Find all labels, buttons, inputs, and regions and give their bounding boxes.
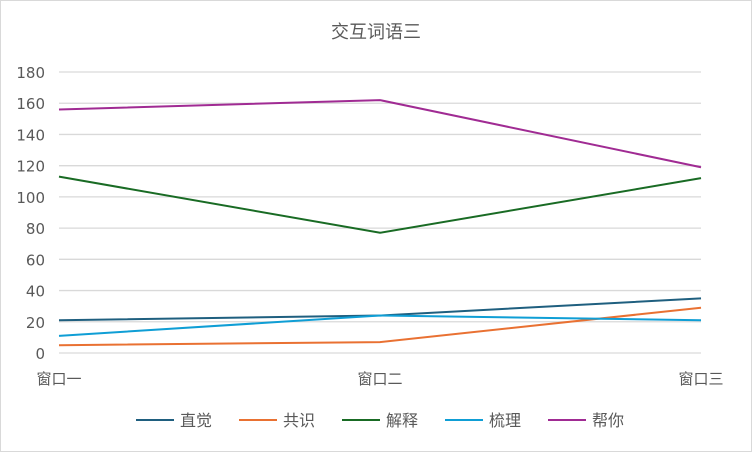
series-line-1 [59,308,701,345]
y-tick-label: 40 [26,283,45,301]
legend-label: 梳理 [489,411,521,430]
legend-label: 直觉 [180,411,212,430]
series-line-0 [59,298,701,320]
y-tick-label: 0 [35,345,45,363]
legend-label: 共识 [283,411,315,430]
y-tick-label: 80 [26,220,45,238]
series-line-4 [59,100,701,167]
x-tick-label: 窗口三 [678,370,723,388]
legend-label: 帮你 [592,411,624,430]
y-tick-label: 180 [16,64,45,82]
y-tick-label: 20 [26,314,45,332]
chart-title: 交互词语三 [331,22,421,43]
y-tick-label: 60 [26,251,45,269]
y-tick-label: 100 [16,189,45,207]
y-tick-label: 140 [16,126,45,144]
y-tick-label: 120 [16,158,45,176]
legend-label: 解释 [386,411,418,430]
x-tick-label: 窗口一 [36,370,81,388]
x-tick-label: 窗口二 [357,370,402,388]
y-tick-label: 160 [16,95,45,113]
series-line-2 [59,177,701,233]
